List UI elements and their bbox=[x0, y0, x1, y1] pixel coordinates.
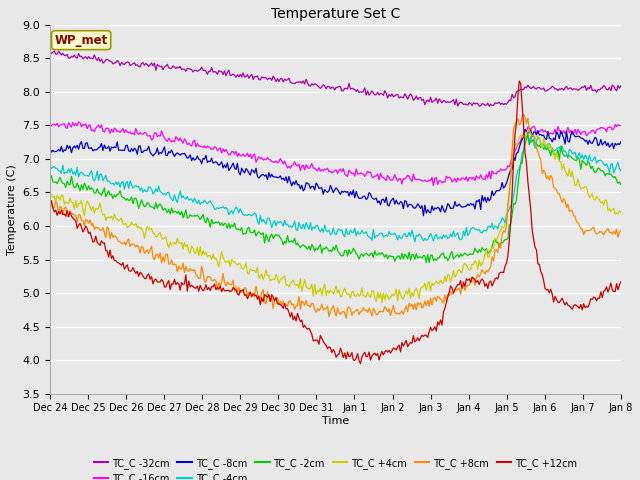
TC_C -32cm bbox=[460, 102, 467, 108]
Line: TC_C -32cm: TC_C -32cm bbox=[50, 51, 621, 106]
TC_C -2cm bbox=[46, 177, 54, 182]
TC_C -16cm bbox=[274, 160, 282, 166]
Line: TC_C +4cm: TC_C +4cm bbox=[50, 130, 621, 302]
TC_C +12cm bbox=[356, 361, 364, 367]
TC_C -32cm bbox=[46, 49, 54, 55]
TC_C -8cm bbox=[272, 174, 280, 180]
TC_C -2cm bbox=[463, 252, 470, 257]
TC_C +8cm bbox=[46, 204, 54, 210]
TC_C -8cm bbox=[420, 213, 428, 218]
TC_C -4cm bbox=[617, 168, 625, 174]
TC_C +12cm bbox=[115, 260, 122, 266]
TC_C +12cm bbox=[617, 279, 625, 285]
TC_C -2cm bbox=[232, 226, 240, 232]
Y-axis label: Temperature (C): Temperature (C) bbox=[7, 164, 17, 254]
TC_C -16cm bbox=[429, 183, 437, 189]
TC_C -16cm bbox=[234, 154, 241, 159]
TC_C -8cm bbox=[463, 204, 470, 209]
TC_C -16cm bbox=[46, 124, 54, 130]
Line: TC_C -4cm: TC_C -4cm bbox=[50, 136, 621, 242]
Title: Temperature Set C: Temperature Set C bbox=[271, 7, 400, 21]
TC_C -16cm bbox=[75, 119, 83, 125]
TC_C +8cm bbox=[232, 284, 240, 289]
TC_C -2cm bbox=[422, 260, 430, 265]
TC_C -8cm bbox=[46, 145, 54, 151]
TC_C +4cm bbox=[46, 193, 54, 199]
TC_C -32cm bbox=[485, 103, 493, 109]
TC_C +12cm bbox=[515, 78, 523, 84]
TC_C -4cm bbox=[523, 133, 531, 139]
TC_C -4cm bbox=[411, 239, 419, 245]
Text: WP_met: WP_met bbox=[54, 34, 108, 47]
TC_C -32cm bbox=[463, 102, 470, 108]
TC_C +4cm bbox=[463, 263, 470, 268]
TC_C +12cm bbox=[46, 204, 54, 210]
Line: TC_C -8cm: TC_C -8cm bbox=[50, 130, 621, 216]
Line: TC_C +12cm: TC_C +12cm bbox=[50, 81, 621, 364]
TC_C -4cm bbox=[272, 223, 280, 229]
TC_C -8cm bbox=[115, 147, 122, 153]
TC_C +4cm bbox=[460, 262, 467, 268]
TC_C +8cm bbox=[342, 315, 350, 321]
TC_C +4cm bbox=[406, 295, 414, 301]
TC_C -8cm bbox=[521, 127, 529, 132]
TC_C +8cm bbox=[463, 284, 470, 290]
TC_C -4cm bbox=[232, 204, 240, 210]
TC_C +4cm bbox=[232, 260, 240, 266]
TC_C -32cm bbox=[274, 76, 282, 82]
TC_C +12cm bbox=[463, 276, 470, 282]
TC_C -2cm bbox=[405, 250, 413, 255]
Line: TC_C +8cm: TC_C +8cm bbox=[50, 114, 621, 318]
TC_C +4cm bbox=[524, 127, 532, 133]
TC_C -4cm bbox=[405, 229, 413, 235]
TC_C -16cm bbox=[116, 130, 124, 135]
Line: TC_C -16cm: TC_C -16cm bbox=[50, 122, 621, 186]
TC_C -16cm bbox=[617, 122, 625, 128]
Legend: TC_C -32cm, TC_C -16cm, TC_C -8cm, TC_C -4cm, TC_C -2cm, TC_C +4cm, TC_C +8cm, T: TC_C -32cm, TC_C -16cm, TC_C -8cm, TC_C … bbox=[90, 454, 581, 480]
TC_C +8cm bbox=[272, 297, 280, 302]
TC_C -8cm bbox=[232, 167, 240, 172]
TC_C -2cm bbox=[115, 191, 122, 197]
TC_C +4cm bbox=[272, 272, 280, 277]
TC_C -2cm bbox=[617, 181, 625, 187]
TC_C -4cm bbox=[460, 228, 467, 234]
TC_C +8cm bbox=[406, 303, 414, 309]
TC_C -16cm bbox=[406, 177, 414, 182]
X-axis label: Time: Time bbox=[322, 416, 349, 426]
TC_C -4cm bbox=[46, 164, 54, 169]
TC_C -16cm bbox=[461, 177, 468, 183]
TC_C +8cm bbox=[520, 111, 527, 117]
TC_C -8cm bbox=[617, 139, 625, 145]
TC_C +8cm bbox=[115, 239, 122, 244]
TC_C +4cm bbox=[378, 300, 386, 305]
Line: TC_C -2cm: TC_C -2cm bbox=[50, 133, 621, 263]
TC_C -2cm bbox=[524, 130, 532, 136]
TC_C -16cm bbox=[464, 179, 472, 184]
TC_C -8cm bbox=[405, 202, 413, 207]
TC_C -2cm bbox=[460, 252, 467, 258]
TC_C +12cm bbox=[272, 295, 280, 300]
TC_C -2cm bbox=[272, 232, 280, 238]
TC_C -8cm bbox=[460, 204, 467, 210]
TC_C +12cm bbox=[232, 287, 240, 293]
TC_C +8cm bbox=[460, 283, 467, 288]
TC_C -32cm bbox=[116, 63, 124, 69]
TC_C +4cm bbox=[617, 209, 625, 215]
TC_C +12cm bbox=[406, 340, 414, 346]
TC_C -4cm bbox=[115, 179, 122, 185]
TC_C +8cm bbox=[617, 228, 625, 233]
TC_C -32cm bbox=[617, 83, 625, 89]
TC_C +12cm bbox=[460, 279, 467, 285]
TC_C +4cm bbox=[115, 218, 122, 224]
TC_C -32cm bbox=[51, 48, 58, 54]
TC_C -32cm bbox=[406, 91, 414, 97]
TC_C -4cm bbox=[463, 225, 470, 230]
TC_C -32cm bbox=[234, 72, 241, 78]
